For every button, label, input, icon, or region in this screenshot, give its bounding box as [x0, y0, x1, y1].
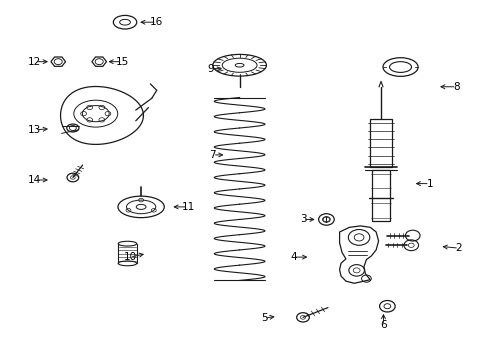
Text: 12: 12 [28, 57, 41, 67]
Text: 14: 14 [28, 175, 41, 185]
Text: 8: 8 [452, 82, 459, 92]
Text: 9: 9 [206, 64, 213, 74]
Text: 13: 13 [28, 125, 41, 135]
Polygon shape [339, 226, 378, 283]
Text: 2: 2 [455, 243, 462, 253]
Text: 15: 15 [116, 57, 129, 67]
Bar [369, 119, 391, 167]
Text: 6: 6 [379, 320, 386, 330]
Text: 7: 7 [209, 150, 216, 160]
Text: 16: 16 [150, 17, 163, 27]
Text: 10: 10 [123, 252, 136, 262]
Text: 11: 11 [182, 202, 195, 212]
Text: 3: 3 [299, 215, 305, 224]
Text: 1: 1 [426, 179, 432, 189]
Text: 4: 4 [289, 252, 296, 262]
Bar [371, 170, 389, 221]
Ellipse shape [118, 196, 164, 218]
Text: 5: 5 [260, 313, 267, 323]
